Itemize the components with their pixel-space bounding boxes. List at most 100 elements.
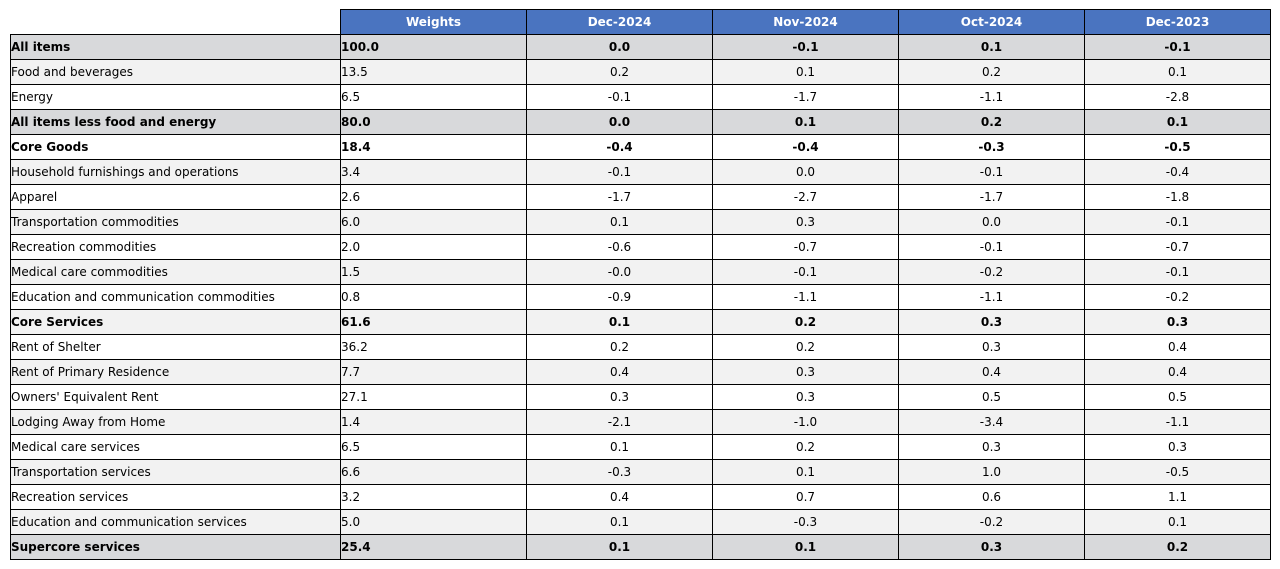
weight-cell: 1.4 bbox=[340, 409, 527, 435]
row-label: Household furnishings and operations bbox=[10, 159, 341, 185]
weight-cell: 27.1 bbox=[340, 384, 527, 410]
value-cell: -0.6 bbox=[526, 234, 713, 260]
value-cell: -1.1 bbox=[898, 84, 1085, 110]
cpi-table: Weights Dec-2024 Nov-2024 Oct-2024 Dec-2… bbox=[10, 9, 1271, 560]
value-cell: -0.9 bbox=[526, 284, 713, 310]
weight-cell: 6.5 bbox=[340, 434, 527, 460]
table-row: Education and communication commodities 0… bbox=[10, 284, 1271, 310]
value-cell: -0.1 bbox=[898, 234, 1085, 260]
value-cell: -1.7 bbox=[526, 184, 713, 210]
value-cell: 0.2 bbox=[526, 59, 713, 85]
row-label: Energy bbox=[10, 84, 341, 110]
value-cell: 0.3 bbox=[526, 384, 713, 410]
weight-cell: 25.4 bbox=[340, 534, 527, 560]
row-label: All items less food and energy bbox=[10, 109, 341, 135]
row-label: Rent of Primary Residence bbox=[10, 359, 341, 385]
value-cell: 0.2 bbox=[1084, 534, 1271, 560]
row-label: All items bbox=[10, 34, 341, 60]
weight-cell: 80.0 bbox=[340, 109, 527, 135]
value-cell: 0.0 bbox=[526, 34, 713, 60]
table-row: Household furnishings and operations 3.4-… bbox=[10, 159, 1271, 185]
value-cell: -0.2 bbox=[898, 259, 1085, 285]
value-cell: 0.4 bbox=[898, 359, 1085, 385]
weight-cell: 2.6 bbox=[340, 184, 527, 210]
weight-cell: 7.7 bbox=[340, 359, 527, 385]
value-cell: 1.1 bbox=[1084, 484, 1271, 510]
value-cell: -0.5 bbox=[1084, 459, 1271, 485]
value-cell: -2.8 bbox=[1084, 84, 1271, 110]
row-label: Recreation commodities bbox=[10, 234, 341, 260]
table-row: Education and communication services 5.0 0… bbox=[10, 509, 1271, 535]
table-row: Core Goods 18.4 -0.4 -0.4 -0.3 -0.5 bbox=[10, 134, 1271, 160]
value-cell: -3.4 bbox=[898, 409, 1085, 435]
value-cell: -1.1 bbox=[1084, 409, 1271, 435]
value-cell: 0.3 bbox=[1084, 309, 1271, 335]
value-cell: -0.1 bbox=[526, 159, 713, 185]
row-label: Core Services bbox=[10, 309, 341, 335]
table-row: Medical care commodities 1.5 -0.0 -0.1 -0.2-… bbox=[10, 259, 1271, 285]
table-body: All items 100.0 0.0 -0.1 0.1 -0.1 Food and bev… bbox=[10, 34, 1271, 560]
row-label: Owners' Equivalent Rent bbox=[10, 384, 341, 410]
value-cell: 0.2 bbox=[898, 59, 1085, 85]
value-cell: 0.2 bbox=[898, 109, 1085, 135]
table-row: Supercore services 25.4 0.1 0.1 0.3 0.2 bbox=[10, 534, 1271, 560]
value-cell: 0.5 bbox=[898, 384, 1085, 410]
value-cell: 0.1 bbox=[712, 459, 899, 485]
table-row: Transportation services 6.6 -0.3 0.1 1.0 -0.5 bbox=[10, 459, 1271, 485]
value-cell: -2.1 bbox=[526, 409, 713, 435]
value-cell: -0.5 bbox=[1084, 134, 1271, 160]
row-label: Education and communication services bbox=[10, 509, 341, 535]
weight-cell: 13.5 bbox=[340, 59, 527, 85]
value-cell: 1.0 bbox=[898, 459, 1085, 485]
weight-cell: 5.0 bbox=[340, 509, 527, 535]
value-cell: -1.8 bbox=[1084, 184, 1271, 210]
weight-cell: 36.2 bbox=[340, 334, 527, 360]
value-cell: 0.3 bbox=[898, 309, 1085, 335]
value-cell: 0.2 bbox=[526, 334, 713, 360]
value-cell: 0.3 bbox=[1084, 434, 1271, 460]
value-cell: -2.7 bbox=[712, 184, 899, 210]
value-cell: -0.1 bbox=[1084, 209, 1271, 235]
column-header: Weights bbox=[340, 9, 527, 35]
value-cell: -1.7 bbox=[898, 184, 1085, 210]
table-row: Energy 6.5 -0.1 -1.7 -1.1 -2.8 bbox=[10, 84, 1271, 110]
row-label: Recreation services bbox=[10, 484, 341, 510]
value-cell: 0.1 bbox=[712, 534, 899, 560]
row-label: Food and beverages bbox=[10, 59, 341, 85]
column-header: Dec-2024 bbox=[526, 9, 713, 35]
value-cell: -0.3 bbox=[712, 509, 899, 535]
table-row: Medical care services 6.5 0.1 0.2 0.3 0.3 bbox=[10, 434, 1271, 460]
weight-cell: 3.4 bbox=[340, 159, 527, 185]
value-cell: 0.2 bbox=[712, 434, 899, 460]
value-cell: -0.3 bbox=[898, 134, 1085, 160]
table-row: Transportation commodities 6.0 0.1 0.3 0.0 -0… bbox=[10, 209, 1271, 235]
weight-cell: 0.8 bbox=[340, 284, 527, 310]
value-cell: 0.3 bbox=[712, 384, 899, 410]
table-row: Food and beverages 13.5 0.2 0.1 0.2 0.1 bbox=[10, 59, 1271, 85]
value-cell: -0.7 bbox=[712, 234, 899, 260]
value-cell: 0.3 bbox=[712, 209, 899, 235]
row-label: Education and communication commodities bbox=[10, 284, 341, 310]
value-cell: -0.0 bbox=[526, 259, 713, 285]
row-label: Supercore services bbox=[10, 534, 341, 560]
value-cell: 0.0 bbox=[712, 159, 899, 185]
value-cell: 0.1 bbox=[1084, 509, 1271, 535]
table-row: Recreation commodities 2.0 -0.6 -0.7 -0.1 -0.… bbox=[10, 234, 1271, 260]
value-cell: 0.4 bbox=[526, 359, 713, 385]
header-row: Weights Dec-2024 Nov-2024 Oct-2024 Dec-2… bbox=[11, 9, 1271, 35]
value-cell: 0.7 bbox=[712, 484, 899, 510]
value-cell: 0.3 bbox=[898, 434, 1085, 460]
row-label: Medical care commodities bbox=[10, 259, 341, 285]
value-cell: -0.4 bbox=[1084, 159, 1271, 185]
value-cell: -0.1 bbox=[712, 259, 899, 285]
row-label: Transportation commodities bbox=[10, 209, 341, 235]
table-row: All items less food and energy 80.0 0.0 0.1… bbox=[10, 109, 1271, 135]
value-cell: 0.5 bbox=[1084, 384, 1271, 410]
weight-cell: 2.0 bbox=[340, 234, 527, 260]
value-cell: 0.1 bbox=[1084, 109, 1271, 135]
value-cell: -0.1 bbox=[712, 34, 899, 60]
row-label: Core Goods bbox=[10, 134, 341, 160]
value-cell: -1.0 bbox=[712, 409, 899, 435]
value-cell: -0.1 bbox=[526, 84, 713, 110]
row-label: Rent of Shelter bbox=[10, 334, 341, 360]
